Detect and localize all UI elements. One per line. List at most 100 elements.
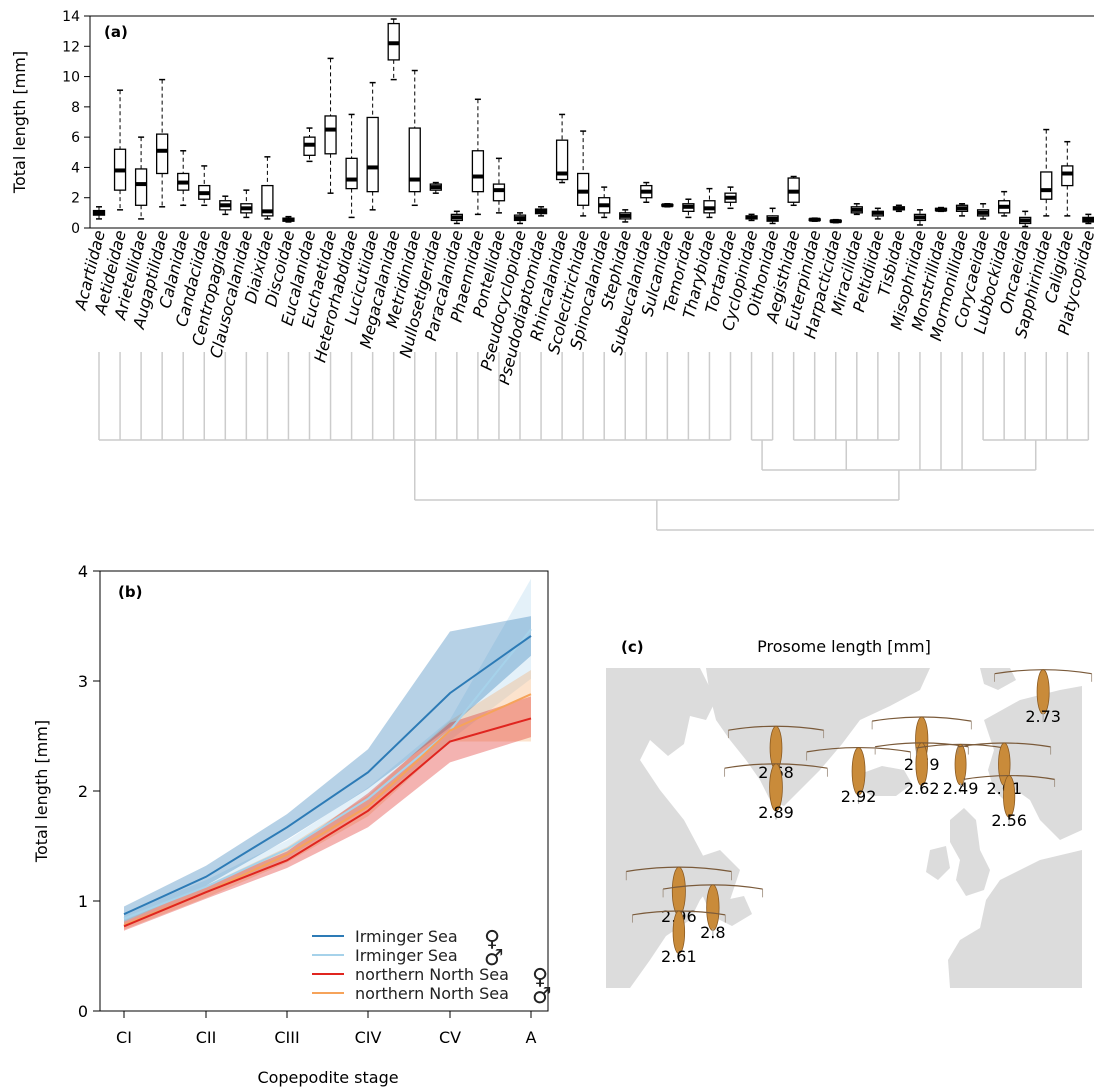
line-irminger_female xyxy=(123,635,532,916)
box-iqr xyxy=(555,139,569,181)
a-y-tick-label: 10 xyxy=(62,70,80,86)
b-x-tick-label: CIV xyxy=(355,1028,382,1047)
panel-a-dendrogram xyxy=(98,352,1094,531)
b-x-tick-label: CII xyxy=(196,1028,217,1047)
box-iqr xyxy=(366,116,379,193)
box-sulcanidae xyxy=(661,203,674,208)
land-europe xyxy=(948,850,1082,988)
box-iqr xyxy=(324,115,337,155)
b-y-tick-label: 4 xyxy=(78,562,88,581)
land-svalbard xyxy=(980,668,1016,690)
panel-b-y-axis-label: Total length [mm] xyxy=(32,720,51,863)
a-y-tick-label: 12 xyxy=(62,39,80,55)
legend-sex-symbol: ♂ xyxy=(532,984,552,1009)
box-misophriidae xyxy=(913,209,927,226)
box-lucicutiidae xyxy=(366,81,379,211)
box-scolecitrichidae xyxy=(577,130,590,217)
land-north-america xyxy=(606,668,716,988)
box-lubbockiidae xyxy=(998,190,1011,217)
box-caligidae xyxy=(1061,140,1074,217)
panel-a-y-ticks: 0 2 4 6 8 10 12 14 xyxy=(62,9,90,237)
box-iqr xyxy=(471,150,485,193)
band-irminger_female xyxy=(124,616,531,922)
panel-a-label: (a) xyxy=(104,23,128,41)
box-centropagidae xyxy=(219,195,232,216)
b-x-tick-label: CI xyxy=(116,1028,132,1047)
panel-b-series-lines xyxy=(123,628,532,928)
box-sapphirinidae xyxy=(1040,128,1053,217)
box-augaptilidae xyxy=(155,78,169,208)
box-clausocalanidae xyxy=(240,189,253,219)
land-greenland xyxy=(706,668,930,806)
panel-a-y-axis-label: Total length [mm] xyxy=(10,51,29,194)
box-monstrillidae xyxy=(934,206,948,213)
land-scandinavia xyxy=(984,686,1082,840)
box-iqr xyxy=(155,133,169,175)
panel-b-x-ticks: CI CII CIII CIV CV A xyxy=(116,1011,537,1047)
copepod-marker: 2.89 xyxy=(724,763,828,822)
land-britain xyxy=(950,808,990,896)
prosome-length-label: 2.8 xyxy=(700,923,725,942)
box-iqr xyxy=(492,183,506,202)
box-calanidae xyxy=(177,150,190,207)
prosome-length-label: 2.56 xyxy=(991,811,1027,830)
map-land xyxy=(606,668,1082,988)
land-canadian-islands xyxy=(660,678,700,706)
line-nns_female xyxy=(123,717,532,928)
copepod-marker: 2.62 xyxy=(874,742,969,798)
box-candaciidae xyxy=(198,165,211,207)
box-platycopiidae xyxy=(1082,213,1094,225)
box-tisbidae xyxy=(892,204,906,213)
copepod-marker: 2.73 xyxy=(994,669,1093,726)
box-paracalanidae xyxy=(450,210,464,225)
panel-b-confidence-bands xyxy=(124,578,531,931)
box-mormonillidae xyxy=(955,203,969,217)
box-iqr xyxy=(1061,165,1074,187)
box-iqr xyxy=(408,127,421,193)
b-x-tick-label: A xyxy=(526,1028,537,1047)
band-nns_female xyxy=(124,696,531,931)
legend-label: Irminger Sea xyxy=(355,946,458,965)
legend-sex-symbol: ♀ xyxy=(484,927,500,952)
panel-c-label: (c) xyxy=(621,638,644,656)
box-pseudocyclopidae xyxy=(513,212,527,225)
copepod-marker: 2.56 xyxy=(963,774,1056,830)
line-irminger_male xyxy=(123,628,532,920)
panel-c-copepod-markers: 2.682.922.792.622.732.492.612.892.562.96… xyxy=(625,669,1093,966)
box-iqr xyxy=(261,184,274,217)
box-phaennidae xyxy=(471,98,485,216)
box-euchaetidae xyxy=(324,57,337,194)
prosome-length-label: 2.49 xyxy=(943,779,979,798)
box-iqr xyxy=(345,157,358,190)
a-y-tick-label: 14 xyxy=(62,9,80,25)
a-y-tick-label: 0 xyxy=(71,221,80,237)
box-eucalanidae xyxy=(303,127,316,163)
legend-label: northern North Sea xyxy=(355,984,509,1003)
panel-c-title: Prosome length [mm] xyxy=(757,637,931,656)
box-aegisthidae xyxy=(787,175,800,207)
panel-a-family-labels: AcartiidaeAetideidaeArietellidaeAugaptil… xyxy=(71,228,1094,386)
b-y-tick-label: 0 xyxy=(78,1002,88,1021)
a-y-tick-label: 4 xyxy=(71,160,80,176)
copepod-marker: 2.8 xyxy=(662,884,764,942)
box-rhincalanidae xyxy=(555,113,569,184)
a-y-tick-label: 6 xyxy=(71,130,80,146)
panel-b-y-ticks: 0 1 2 3 4 xyxy=(78,562,100,1021)
land-iceland xyxy=(858,766,912,796)
b-x-tick-label: CV xyxy=(439,1028,461,1047)
panel-b-label: (b) xyxy=(118,583,142,601)
box-peltidiidae xyxy=(871,207,884,220)
box-tharybidae xyxy=(703,187,716,219)
box-tortanidae xyxy=(724,186,737,210)
prosome-length-label: 2.61 xyxy=(661,947,697,966)
box-nullosetigeridae xyxy=(429,181,442,194)
box-euterpinidae xyxy=(808,217,821,222)
panel-a-boxes xyxy=(92,18,1094,228)
box-acartiidae xyxy=(92,206,106,220)
box-discoidae xyxy=(282,215,295,223)
prosome-length-label: 2.62 xyxy=(904,779,940,798)
copepod-marker: 2.61 xyxy=(632,910,726,966)
box-megacalanidae xyxy=(387,18,400,81)
box-oithonidae xyxy=(766,207,779,225)
